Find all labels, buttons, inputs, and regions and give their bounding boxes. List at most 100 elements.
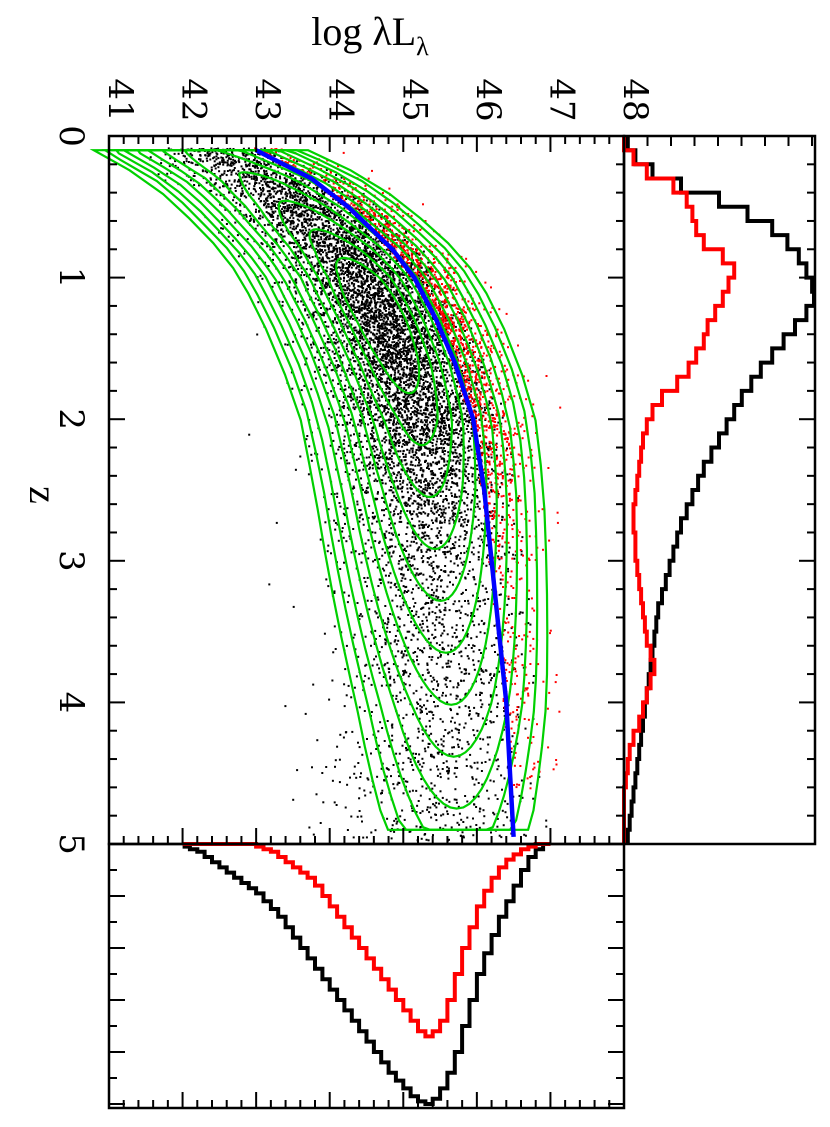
- scatter-point: [474, 506, 477, 509]
- scatter-point: [325, 325, 328, 328]
- scatter-point: [316, 739, 319, 742]
- scatter-point: [397, 462, 400, 465]
- scatter-point: [272, 196, 275, 199]
- scatter-point: [271, 210, 274, 213]
- scatter-point: [339, 219, 342, 222]
- scatter-point: [437, 393, 440, 396]
- scatter-point: [350, 342, 353, 345]
- scatter-point: [294, 237, 297, 239]
- scatter-point: [346, 423, 349, 426]
- scatter-point: [333, 801, 336, 804]
- scatter-point: [312, 277, 315, 280]
- scatter-point: [390, 455, 393, 458]
- scatter-point: [342, 223, 344, 226]
- scatter-point: [456, 767, 459, 769]
- scatter-point: [430, 510, 433, 512]
- scatter-point: [337, 365, 340, 368]
- scatter-point: [253, 175, 256, 178]
- scatter-point: [422, 281, 424, 283]
- scatter-point: [316, 218, 319, 221]
- scatter-point: [491, 510, 494, 513]
- scatter-point: [453, 371, 456, 374]
- scatter-point: [382, 279, 385, 282]
- scatter-point: [294, 290, 297, 293]
- scatter-point: [341, 221, 344, 224]
- scatter-point: [444, 424, 447, 427]
- scatter-point: [462, 348, 465, 351]
- scatter-point: [450, 644, 453, 647]
- scatter-point: [436, 578, 439, 581]
- scatter-point: [232, 148, 235, 150]
- scatter-point: [315, 793, 318, 796]
- scatter-point: [449, 427, 452, 430]
- scatter-point: [388, 524, 391, 526]
- scatter-point: [440, 405, 443, 407]
- scatter-point: [338, 781, 341, 784]
- scatter-point: [429, 267, 432, 270]
- scatter-point: [403, 426, 406, 429]
- scatter-point: [418, 355, 421, 358]
- scatter-point: [320, 272, 323, 275]
- scatter-point: [409, 382, 412, 385]
- scatter-point: [379, 365, 382, 367]
- scatter-point: [385, 465, 387, 468]
- scatter-point: [466, 635, 469, 638]
- scatter-point: [378, 317, 381, 320]
- scatter-point: [346, 507, 349, 510]
- scatter-point: [355, 445, 358, 447]
- scatter-point: [452, 314, 455, 317]
- scatter-point: [394, 310, 397, 313]
- scatter-point: [455, 460, 458, 463]
- scatter-point: [440, 521, 443, 524]
- scatter-point: [379, 721, 382, 724]
- scatter-point: [339, 266, 342, 269]
- scatter-point: [506, 603, 509, 606]
- scatter-point: [423, 409, 426, 412]
- scatter-point: [464, 418, 467, 420]
- scatter-point: [430, 782, 433, 785]
- scatter-point: [258, 209, 261, 212]
- scatter-point: [414, 354, 417, 357]
- scatter-point: [368, 382, 371, 385]
- scatter-point: [368, 463, 370, 466]
- scatter-point: [340, 253, 343, 256]
- scatter-point: [361, 302, 363, 305]
- scatter-point: [376, 480, 379, 483]
- scatter-point: [395, 479, 398, 482]
- scatter-point: [374, 341, 376, 344]
- scatter-point: [436, 343, 439, 346]
- scatter-point: [395, 697, 398, 700]
- scatter-point: [431, 363, 434, 366]
- scatter-point: [389, 345, 392, 348]
- scatter-point: [383, 253, 386, 256]
- scatter-point: [218, 186, 221, 189]
- scatter-point: [416, 411, 419, 414]
- scatter-point: [358, 618, 361, 621]
- scatter-point: [479, 807, 481, 810]
- scatter-point: [420, 686, 423, 689]
- scatter-point: [375, 351, 378, 354]
- scatter-point: [211, 151, 214, 154]
- scatter-point: [308, 256, 311, 259]
- scatter-point: [254, 170, 257, 173]
- scatter-point: [230, 164, 233, 167]
- scatter-point: [378, 635, 381, 637]
- scatter-point: [446, 408, 449, 410]
- scatter-point: [477, 713, 480, 715]
- scatter-point: [408, 379, 411, 382]
- scatter-point: [378, 309, 381, 311]
- scatter-point: [219, 194, 222, 197]
- scatter-point: [510, 612, 513, 615]
- scatter-point: [457, 743, 460, 746]
- scatter-point: [425, 838, 428, 841]
- scatter-point: [399, 436, 402, 439]
- scatter-point: [313, 278, 316, 281]
- scatter-point: [330, 390, 333, 393]
- scatter-point: [420, 549, 423, 552]
- scatter-point: [393, 819, 396, 822]
- scatter-point: [398, 324, 401, 327]
- scatter-point: [364, 580, 367, 583]
- scatter-point: [382, 320, 385, 323]
- scatter-point: [502, 728, 505, 731]
- scatter-point: [463, 530, 466, 532]
